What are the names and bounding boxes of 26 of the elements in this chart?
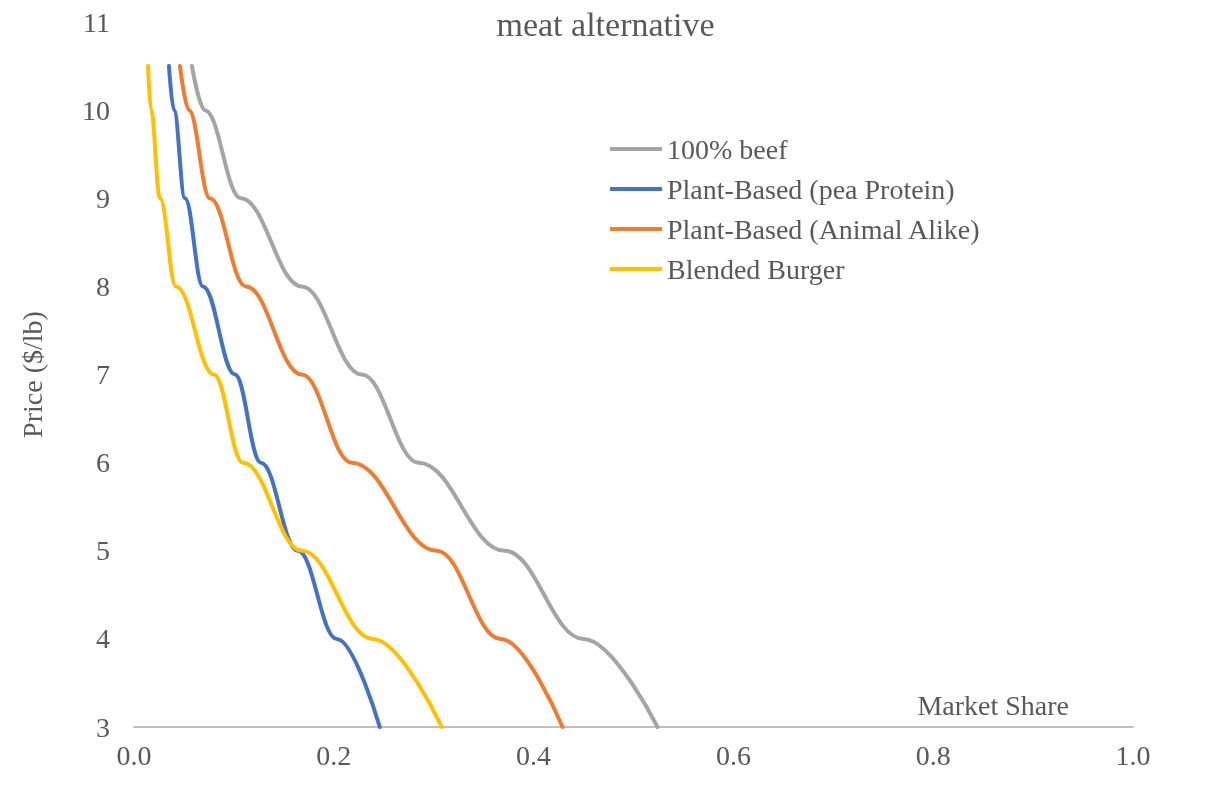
- x-tick-label: 0.0: [116, 739, 152, 771]
- x-tick-label: 0.6: [715, 739, 751, 771]
- y-tick-label: 6: [96, 447, 110, 479]
- y-tick-label: 7: [96, 359, 110, 390]
- legend-label: Plant-Based (pea Protein): [667, 173, 955, 205]
- line-series: [166, 64, 382, 729]
- y-tick-label: 4: [96, 623, 110, 655]
- y-tick-label: 9: [96, 182, 110, 214]
- y-tick-label: 11: [83, 6, 110, 38]
- x-tick-label: 0.4: [516, 739, 552, 771]
- x-axis-title: Market Share: [917, 689, 1069, 721]
- y-tick-label: 3: [96, 711, 110, 743]
- y-tick-label: 10: [82, 94, 110, 126]
- line-series: [177, 64, 565, 729]
- legend-label: Blended Burger: [667, 253, 846, 285]
- legend-label: Plant-Based (Animal Alike): [667, 213, 980, 245]
- x-tick-label: 0.2: [316, 739, 352, 771]
- y-axis-title: Price ($/lb): [16, 311, 48, 438]
- line-series: [189, 64, 660, 729]
- x-tick-label: 0.8: [915, 739, 951, 771]
- line-series: [145, 64, 444, 729]
- x-tick-label: 1.0: [1115, 739, 1151, 771]
- y-tick-label: 5: [96, 535, 110, 567]
- y-tick-label: 8: [96, 270, 110, 302]
- chart-title: meat alternative: [496, 5, 715, 43]
- legend-label: 100% beef: [667, 133, 789, 165]
